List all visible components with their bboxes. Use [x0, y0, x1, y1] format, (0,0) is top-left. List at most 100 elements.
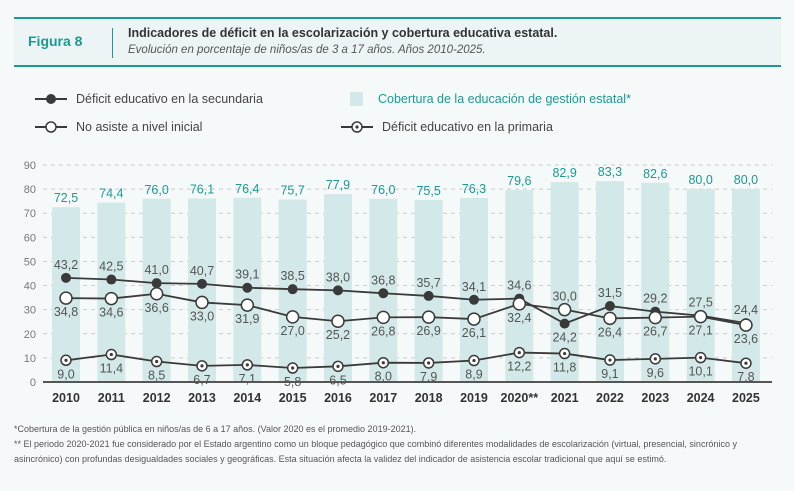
- legend-item-cobertura: Cobertura de la educación de gestión est…: [350, 92, 631, 106]
- line-data-label: 40,7: [190, 264, 214, 278]
- filled-marker: [61, 272, 71, 283]
- line-data-label: 9,0: [57, 367, 74, 381]
- x-tick-label: 2025: [732, 391, 760, 405]
- bar: [731, 189, 760, 382]
- x-tick-label: 2020**: [501, 391, 539, 405]
- bar: [686, 189, 715, 382]
- bar-data-label: 76,4: [235, 182, 259, 196]
- dotted-marker-center: [563, 351, 567, 356]
- line-data-label: 35,7: [416, 276, 440, 290]
- line-layer: [59, 272, 753, 374]
- bar-data-label: 76,0: [371, 183, 395, 197]
- open-marker: [195, 295, 209, 310]
- axis-layer: 0 10 20 30 40 50 60 70 80 90 2010 2011 2012 2013 2014 2…: [24, 160, 772, 405]
- line-data-label: 38,0: [326, 270, 350, 284]
- open-marker: [104, 291, 119, 306]
- y-tick-label: 30: [24, 305, 36, 317]
- y-tick-label: 70: [24, 208, 36, 220]
- bar-data-label: 75,5: [416, 184, 440, 198]
- line-data-label: 12,2: [507, 360, 531, 374]
- line-data-label: 36,8: [371, 273, 395, 287]
- line-data-label: 32,4: [507, 311, 531, 325]
- legend-label: Déficit educativo en la secundaria: [76, 92, 263, 106]
- line-data-label: 26,7: [643, 325, 667, 339]
- filled-marker: [423, 290, 434, 301]
- filled-marker: [604, 301, 615, 312]
- dotted-marker-center: [200, 364, 204, 368]
- line-data-label: 29,2: [643, 292, 667, 306]
- line-data-label: 36,6: [144, 301, 168, 315]
- y-tick-label: 60: [24, 232, 36, 244]
- line-data-label: 43,2: [54, 258, 78, 272]
- bar-layer: [52, 181, 760, 382]
- line-data-label: 34,6: [99, 306, 123, 320]
- line-data-label: 7,1: [239, 372, 256, 386]
- line-data-label: 30,0: [552, 290, 576, 304]
- line-data-label: 41,0: [144, 263, 168, 277]
- line-data-label: 39,1: [235, 268, 259, 282]
- bar-data-label: 76,1: [190, 183, 214, 197]
- y-tick-label: 0: [30, 377, 36, 389]
- dotted-marker-center: [517, 350, 521, 355]
- x-tick-label: 2019: [460, 391, 488, 405]
- line-data-label: 11,4: [100, 362, 123, 376]
- open-circle-marker-icon: [35, 121, 67, 133]
- x-tick-label: 2021: [551, 391, 579, 405]
- legend-label: Déficit educativo en la primaria: [382, 120, 553, 134]
- x-tick-label: 2012: [143, 391, 171, 405]
- bar-data-label: 77,9: [326, 178, 350, 192]
- y-tick-label: 80: [24, 184, 36, 196]
- bar-data-label: 75,7: [280, 183, 304, 197]
- line-data-label: 11,8: [553, 361, 576, 375]
- line-data-label: 34,6: [507, 279, 531, 293]
- line-data-label: 9,1: [601, 367, 618, 381]
- x-tick-label: 2013: [188, 391, 216, 405]
- x-tick-label: 2011: [98, 391, 125, 405]
- line-data-label: 34,8: [54, 305, 78, 319]
- line-data-label: 42,5: [99, 260, 123, 274]
- line-data-label: 23,6: [734, 332, 758, 346]
- legend-label: Cobertura de la educación de gestión est…: [378, 92, 631, 106]
- line-data-label: 26,8: [371, 324, 395, 338]
- open-marker: [739, 318, 753, 332]
- open-marker: [693, 309, 708, 324]
- bar-data-label: 79,6: [507, 174, 531, 188]
- filled-marker: [242, 282, 253, 293]
- figure-subtitle: Evolución en porcentaje de niños/as de 3…: [128, 44, 486, 56]
- dotted-marker-center: [381, 361, 385, 365]
- series-line: [65, 351, 747, 369]
- bar-data-label: 76,0: [144, 183, 168, 197]
- filled-marker: [106, 274, 117, 285]
- chart-plot: 0 10 20 30 40 50 60 70 80 90 2010 2011 2012 2013 2014 2…: [24, 160, 772, 405]
- line-data-label: 27,1: [688, 324, 712, 338]
- legend-item-inicial: No asiste a nivel inicial: [34, 120, 202, 134]
- line-data-label: 8,0: [375, 370, 392, 384]
- bar-swatch-icon: [350, 92, 363, 106]
- x-tick-label: 2018: [415, 391, 443, 405]
- line-data-label: 10,1: [688, 365, 712, 379]
- filled-circle-marker-icon: [35, 94, 67, 104]
- series-line: [65, 276, 747, 325]
- x-tick-label: 2015: [279, 391, 307, 405]
- line-data-label: 26,4: [598, 325, 622, 339]
- x-tick-label: 2023: [641, 391, 669, 405]
- line-data-label: 27,5: [688, 296, 712, 310]
- line-data-label: 26,1: [462, 326, 486, 340]
- figure-header: Figura 8 Indicadores de déficit en la es…: [14, 17, 781, 67]
- legend-item-secundaria: Déficit educativo en la secundaria: [34, 92, 263, 106]
- bar-data-label: 80,0: [734, 173, 758, 187]
- figure-title: Indicadores de déficit en la escolarizac…: [128, 26, 558, 40]
- header-divider: [112, 28, 113, 58]
- footnote-2: ** El periodo 2020-2021 fue considerado …: [14, 439, 737, 464]
- open-marker: [421, 310, 436, 324]
- dotted-marker-center: [245, 363, 249, 367]
- bar: [187, 198, 216, 382]
- x-tick-label: 2017: [369, 391, 397, 405]
- dotted-marker-center: [653, 357, 657, 361]
- filled-marker: [468, 294, 479, 305]
- open-marker: [467, 312, 481, 326]
- line-data-label: 31,9: [235, 312, 259, 326]
- legend-item-primaria: Déficit educativo en la primaria: [340, 120, 553, 134]
- line-data-label: 6,5: [329, 373, 346, 387]
- line-data-label: 33,0: [190, 309, 214, 323]
